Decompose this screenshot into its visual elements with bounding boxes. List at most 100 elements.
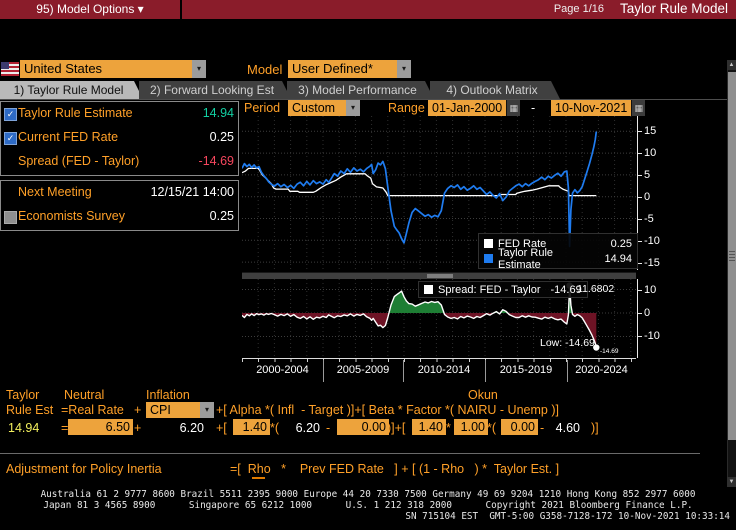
formula-bracket: *( xyxy=(270,421,280,435)
country-value: United States xyxy=(24,61,103,76)
unemployment-value: 4.60 xyxy=(555,421,580,435)
x-axis-label: 2015-2019 xyxy=(499,364,553,376)
range-start-group: 01-Jan-2000 ▦ xyxy=(428,100,521,116)
footer-terminal-info: SN 715104 EST GMT-5:00 G358-7128-172 10-… xyxy=(405,511,730,522)
formula-bracket: *( xyxy=(487,421,497,435)
spread-row: Spread (FED - Taylor) -14.69 xyxy=(1,150,238,174)
range-end-input[interactable]: 10-Nov-2021 xyxy=(551,100,632,116)
fed-rate-swatch-icon xyxy=(484,239,493,248)
chevron-down-icon[interactable]: ▾ xyxy=(192,60,206,78)
country-dropdown[interactable]: United States ▾ xyxy=(20,60,206,78)
x-axis-line xyxy=(242,358,636,359)
formula-plus: + xyxy=(134,421,142,435)
nairu-input[interactable]: 0.00 xyxy=(501,419,538,435)
taylor-rule-value: 14.94 xyxy=(202,106,234,120)
formula-header-taylor: Taylor xyxy=(6,388,40,402)
calendar-icon[interactable]: ▦ xyxy=(631,100,646,116)
formula-header-inflation: Inflation xyxy=(146,388,190,402)
tick xyxy=(637,175,642,176)
tab-model-performance[interactable]: 3) Model Performance xyxy=(287,81,434,99)
last-value-tag: -14.69 xyxy=(600,348,619,355)
taylor-rule-estimate-row: ✓ Taylor Rule Estimate 14.94 xyxy=(1,102,238,126)
row-label: Spread (FED - Taylor) xyxy=(18,154,140,168)
alpha-input[interactable]: 1.40 xyxy=(233,419,270,435)
target-input[interactable]: 0.00 xyxy=(337,419,389,435)
formula-plus: + xyxy=(134,403,142,417)
x-separator xyxy=(567,360,568,382)
model-dropdown[interactable]: User Defined* ▾ xyxy=(288,60,411,78)
divider-line xyxy=(0,453,700,454)
y-tick-label: 10 xyxy=(644,284,657,296)
range-start-input[interactable]: 01-Jan-2000 xyxy=(428,100,507,116)
fed-rate-value: 0.25 xyxy=(209,130,234,144)
chevron-down-icon[interactable]: ▾ xyxy=(200,402,214,418)
policy-inertia-label: Adjustment for Policy Inertia xyxy=(6,462,162,476)
chevron-down-icon[interactable]: ▾ xyxy=(397,60,411,78)
x-axis-label: 2000-2004 xyxy=(256,364,309,376)
y-tick-label: -15 xyxy=(644,257,660,269)
real-rate-input[interactable]: 6.50 xyxy=(68,419,133,435)
scroll-up-icon[interactable]: ▲ xyxy=(727,60,736,70)
economists-survey-row: Economists Survey 0.25 xyxy=(1,205,238,229)
chart-horizontal-scrollbar[interactable] xyxy=(242,272,636,279)
period-dropdown[interactable]: Custom ▾ xyxy=(288,100,360,116)
fed-rate-checkbox[interactable]: ✓ xyxy=(4,132,17,145)
scroll-down-icon[interactable]: ▼ xyxy=(727,477,736,487)
taylor-fed-chart[interactable] xyxy=(241,116,636,269)
y-tick-label: -10 xyxy=(644,235,660,247)
taylor-rule-checkbox[interactable]: ✓ xyxy=(4,108,17,121)
taylor-fed-chart-canvas[interactable] xyxy=(241,116,636,269)
high-annotation: 11.6802 xyxy=(577,283,615,295)
y-tick-label: 5 xyxy=(644,169,651,181)
model-options-menu-button[interactable]: 95) Model Options ▾ xyxy=(0,0,182,19)
footer-phones-line2: Japan 81 3 4565 8900 Singapore 65 6212 1… xyxy=(43,500,693,511)
top-chart-legend: FED Rate 0.25 Taylor Rule Estimate 14.94 xyxy=(478,233,638,271)
y-tick-label: 0 xyxy=(644,191,651,203)
next-meeting-value: 12/15/21 14:00 xyxy=(150,185,234,199)
chevron-down-icon[interactable]: ▾ xyxy=(346,100,360,116)
okun-factor-input[interactable]: 1.00 xyxy=(454,419,488,435)
formula-equals: = xyxy=(61,421,69,435)
row-label: Current FED Rate xyxy=(18,130,119,144)
rates-panel: ✓ Taylor Rule Estimate 14.94 ✓ Current F… xyxy=(0,101,239,176)
x-separator xyxy=(323,360,324,382)
current-fed-rate-row: ✓ Current FED Rate 0.25 xyxy=(1,126,238,150)
formula-real-rate-label: =Real Rate xyxy=(61,403,124,417)
low-annotation: Low: -14.69 xyxy=(540,337,595,349)
formula-header-okun: Okun xyxy=(468,388,498,402)
inflation-source-dropdown[interactable]: CPI ▾ xyxy=(146,402,214,418)
legend-row-spread: Spread: FED - Taylor -14.69 xyxy=(424,283,582,296)
tick xyxy=(637,313,642,314)
y-tick-label: -10 xyxy=(644,330,660,342)
formula-bracket: )] xyxy=(591,421,599,435)
legend-value: 0.25 xyxy=(610,237,632,250)
y-tick-label: 10 xyxy=(644,147,657,159)
tab-forward-looking-est[interactable]: 2) Forward Looking Est xyxy=(139,81,291,99)
tick xyxy=(637,263,642,264)
legend-row-taylor-rule: Taylor Rule Estimate 14.94 xyxy=(484,247,632,271)
scrollbar-thumb[interactable] xyxy=(427,274,453,278)
economists-survey-checkbox[interactable] xyxy=(4,211,17,224)
row-label: Economists Survey xyxy=(18,209,125,223)
title-bar: 95) Model Options ▾ Page 1/16 Taylor Rul… xyxy=(0,0,736,19)
inflation-value: 6.20 xyxy=(179,421,204,435)
infl-value: 6.20 xyxy=(295,421,320,435)
calendar-icon[interactable]: ▦ xyxy=(506,100,521,116)
model-label: Model xyxy=(247,62,283,77)
formula-rule-est-label: Rule Est xyxy=(6,403,54,417)
beta-input[interactable]: 1.40 xyxy=(412,419,446,435)
row-label: Taylor Rule Estimate xyxy=(18,106,133,120)
y-tick-label: 15 xyxy=(644,125,657,137)
y-tick-label: 0 xyxy=(644,307,651,319)
tab-outlook-matrix[interactable]: 4) Outlook Matrix xyxy=(430,81,560,99)
legend-label: Taylor Rule Estimate xyxy=(498,246,554,271)
legend-row-fed-rate: FED Rate 0.25 xyxy=(484,236,632,251)
formula-minus: - xyxy=(326,421,331,435)
tick xyxy=(637,197,642,198)
x-axis-label: 2010-2014 xyxy=(417,364,471,376)
scrollbar-thumb[interactable] xyxy=(728,72,736,440)
tab-taylor-rule-model[interactable]: 1) Taylor Rule Model xyxy=(0,81,143,99)
meeting-panel: Next Meeting 12/15/21 14:00 Economists S… xyxy=(0,180,239,231)
legend-value: 14.94 xyxy=(604,252,632,265)
